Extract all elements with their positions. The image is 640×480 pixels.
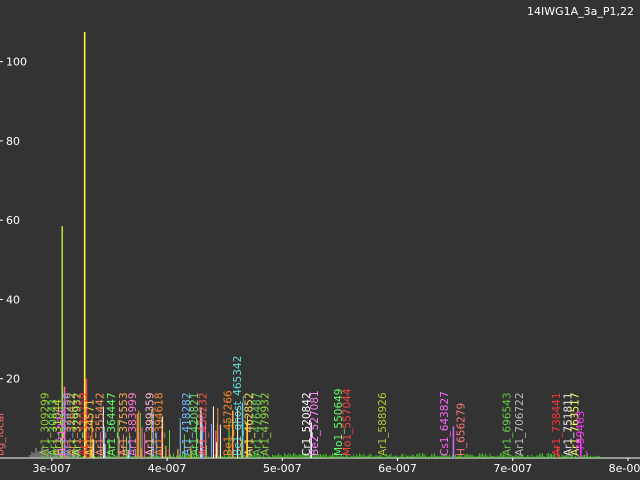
peak-label: Ar1_462852 [243, 392, 255, 456]
peak-label: Ar1_751811 [563, 392, 575, 456]
y-tick-label: 100 [6, 56, 27, 69]
y-tick-label: 80 [6, 135, 20, 148]
peak-label: Ar1_309299 [39, 392, 51, 456]
peak-label: Ar1_329932 [72, 392, 84, 456]
peak-label: Ar1_364447 [106, 392, 118, 456]
peak-label: Ar1_34571 [84, 399, 96, 456]
peak-label: Mo1_557044 [341, 388, 353, 456]
peak-label: Ar1_355442 [95, 392, 107, 456]
peak-label: Ar1_399359 [144, 392, 156, 456]
chart-title: 14IWG1A_3a_P1,22 [526, 5, 634, 18]
y-tick-label: 60 [6, 214, 20, 227]
peak-label: Ar1_375553 [118, 392, 130, 456]
peak-label: Ar1_30843 [47, 399, 59, 456]
peak-label: Ar1_324256 [61, 392, 73, 456]
peak-label: Ar1_706722 [514, 392, 526, 456]
x-tick-label: 3e-007 [32, 462, 71, 475]
peak-label: bg_local [0, 413, 6, 456]
peak-label: Be1_457266 [223, 390, 235, 456]
peak-label: Ar1_326422 [66, 392, 78, 456]
peak-label: Ar1_696543 [501, 392, 513, 456]
peak-label: Ar1_476487 [251, 392, 263, 456]
peak-label: Be1_ghost_465342 [232, 356, 244, 456]
peak-label: Cs1_643827 [439, 391, 451, 456]
peak-label: Ar1_418282 [181, 392, 193, 456]
x-tick-label: 5e-007 [263, 462, 302, 475]
y-tick-label: 20 [6, 373, 20, 386]
x-tick-label: 8e-007 [609, 462, 640, 475]
peak-label: Ar1_588926 [377, 392, 389, 456]
peak-label: H_31272 [57, 409, 69, 456]
peak-label: Ar1_31044 [52, 399, 64, 456]
peak-label: Ar1_420821 [189, 392, 201, 456]
peak-label: Cr1_520842 [301, 392, 313, 456]
peak-label: _759463 [575, 411, 587, 457]
x-tick-label: 6e-007 [378, 462, 417, 475]
peak-label: Mo1_550649 [333, 389, 345, 457]
peak-label: Ar1_479932 [259, 392, 271, 456]
peak-label: H_656279 [455, 403, 467, 456]
x-tick-label: 7e-007 [493, 462, 532, 475]
peak-label: Ar1_763517 [569, 392, 581, 456]
peak-label: Ar1_330259 [77, 392, 89, 456]
peak-label: Ar1_383999 [127, 392, 139, 456]
y-tick-label: 40 [6, 293, 20, 306]
peak-label: Ar1_430232 [197, 392, 209, 456]
peak-label: Be2_527081 [309, 390, 321, 456]
peak-label: Ar1_394618 [153, 392, 165, 456]
peak-label: Ar1_738441 [551, 392, 563, 456]
x-tick-label: 4e-007 [148, 462, 187, 475]
